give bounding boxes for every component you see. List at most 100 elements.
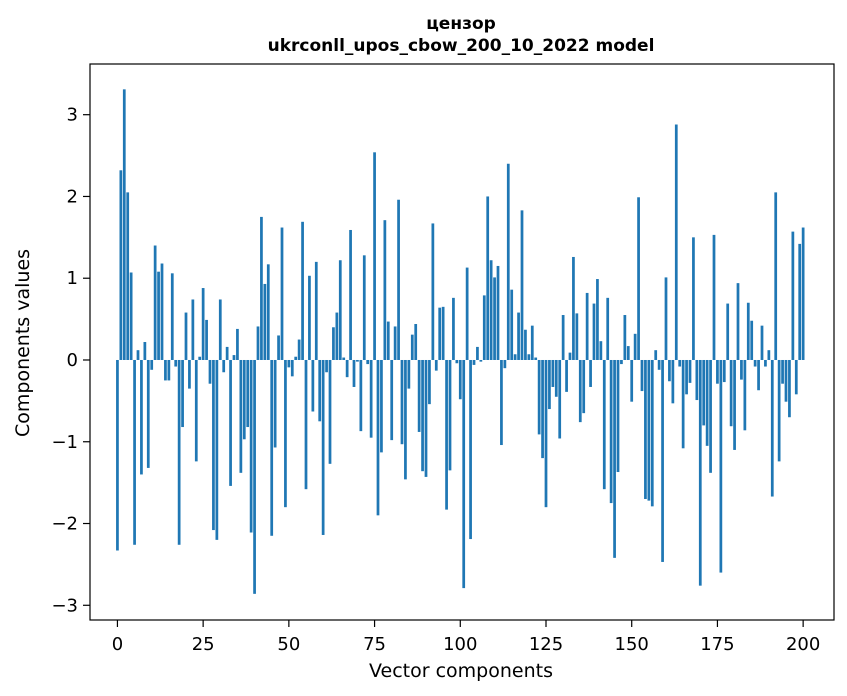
bar-component-130 (561, 315, 565, 360)
bar-component-200 (801, 227, 805, 360)
bar-component-78 (383, 220, 387, 360)
bar-component-141 (599, 341, 603, 360)
bar-component-132 (568, 352, 572, 360)
bar-component-2 (122, 89, 126, 360)
bar-component-56 (308, 275, 311, 360)
bar-component-46 (273, 359, 277, 448)
bar-component-58 (314, 261, 318, 360)
bar-component-84 (404, 359, 407, 480)
bar-component-37 (242, 359, 246, 440)
bar-component-52 (294, 356, 298, 360)
bar-component-154 (644, 359, 647, 499)
bar-component-97 (448, 359, 452, 471)
bar-component-36 (239, 359, 243, 473)
bar-component-93 (434, 359, 438, 371)
bar-component-43 (263, 283, 267, 360)
bar-component-116 (513, 354, 517, 360)
bar-component-112 (500, 359, 503, 446)
bar-component-160 (664, 277, 668, 360)
bar-component-4 (129, 272, 133, 360)
bar-component-51 (290, 359, 294, 377)
bar-component-184 (746, 302, 750, 360)
bar-component-69 (352, 359, 356, 387)
x-axis-label: Vector components (369, 660, 553, 682)
bar-component-100 (458, 359, 462, 400)
bar-component-47 (277, 335, 280, 360)
bar-component-162 (671, 359, 675, 404)
y-tick-label: −2 (51, 514, 78, 535)
bar-component-63 (332, 327, 335, 360)
axes-layer: 0 25 50 75 100 125 150 175 200 −3 −2 −1 0 1 2 3 (51, 63, 835, 655)
bar-component-149 (626, 346, 630, 360)
plot-frame (89, 63, 835, 621)
bar-component-23 (194, 359, 198, 462)
bar-component-187 (757, 359, 760, 391)
bar-component-79 (386, 321, 390, 360)
bar-component-197 (791, 231, 795, 360)
bar-component-108 (486, 196, 490, 360)
bar-component-163 (674, 124, 678, 360)
bar-component-144 (609, 359, 613, 504)
y-tick-label: 3 (67, 105, 78, 126)
bar-component-77 (380, 359, 383, 453)
bar-component-133 (572, 256, 575, 360)
bar-component-95 (441, 306, 445, 360)
bar-component-73 (366, 359, 370, 365)
bar-component-50 (287, 359, 291, 368)
bar-component-1 (119, 170, 123, 360)
bar-component-106 (479, 359, 483, 362)
bar-component-156 (650, 359, 654, 507)
bar-component-188 (760, 325, 764, 360)
bar-component-81 (393, 326, 397, 360)
bar-component-166 (685, 359, 688, 395)
bar-component-150 (630, 359, 634, 402)
bar-component-182 (740, 359, 743, 380)
bar-component-181 (736, 283, 740, 360)
bar-component-16 (170, 273, 174, 360)
bar-component-75 (373, 152, 376, 360)
y-tick-label: 0 (67, 350, 78, 371)
bar-component-98 (452, 297, 455, 360)
bar-component-114 (506, 163, 510, 360)
bar-component-25 (201, 288, 205, 360)
bar-component-80 (390, 359, 394, 441)
bar-component-54 (301, 221, 304, 360)
bar-component-28 (212, 359, 215, 531)
bar-component-48 (280, 227, 284, 360)
bar-component-193 (777, 359, 781, 462)
bar-component-55 (304, 359, 308, 490)
bar-component-59 (318, 359, 322, 422)
bar-component-170 (698, 359, 702, 586)
bar-component-118 (520, 210, 524, 360)
bar-component-122 (534, 357, 538, 360)
bar-component-9 (146, 359, 150, 468)
bar-component-13 (160, 263, 164, 360)
bar-component-15 (167, 359, 171, 381)
bar-component-83 (400, 359, 404, 445)
bar-component-17 (174, 359, 178, 367)
x-tick-label: 200 (786, 634, 820, 655)
bar-component-117 (517, 312, 520, 360)
bar-component-89 (421, 359, 424, 472)
bar-component-128 (554, 359, 558, 397)
y-tick-label: 1 (67, 268, 78, 289)
bar-component-20 (184, 312, 188, 360)
bar-component-139 (592, 303, 596, 360)
bar-component-164 (678, 359, 682, 367)
y-tick-label: −3 (51, 595, 78, 616)
bar-component-72 (362, 255, 366, 360)
bar-component-190 (767, 350, 771, 360)
bar-component-12 (157, 271, 160, 360)
bar-component-178 (726, 303, 730, 360)
bar-component-153 (640, 359, 644, 392)
bar-component-11 (153, 245, 157, 360)
bar-component-26 (205, 319, 208, 360)
bar-component-179 (729, 359, 733, 427)
bar-component-34 (232, 355, 236, 360)
bar-component-194 (781, 359, 784, 384)
bar-component-138 (589, 359, 592, 387)
bar-component-14 (164, 359, 167, 381)
bar-component-115 (510, 289, 514, 360)
bar-component-159 (661, 359, 664, 562)
